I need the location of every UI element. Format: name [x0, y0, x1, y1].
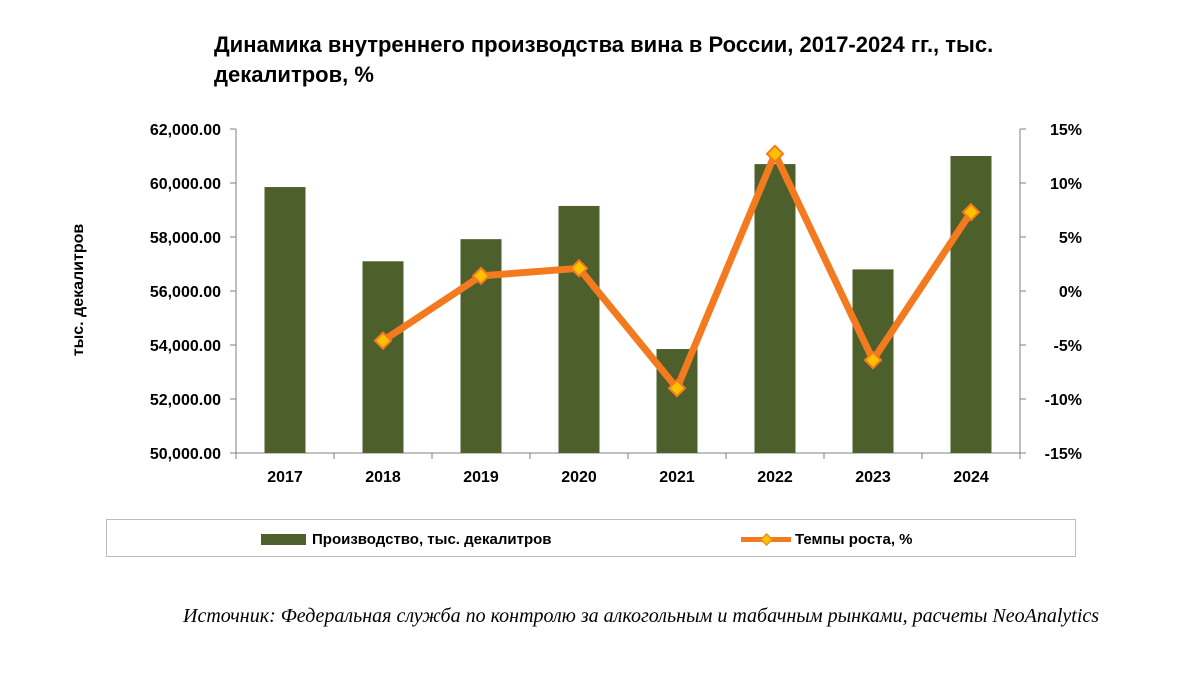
bar-2017: [264, 187, 306, 454]
bar-2024: [950, 156, 992, 453]
left-tick-label: 56,000.00: [150, 284, 221, 301]
bar-2022: [754, 164, 796, 453]
growth-point-2021: [667, 378, 687, 398]
left-tick-label: 52,000.00: [150, 392, 221, 409]
right-tick-label: 15%: [1050, 122, 1082, 139]
legend: Производство, тыс. декалитров Темпы рост…: [106, 519, 1076, 557]
x-tick-label: 2019: [463, 469, 499, 486]
legend-bar-swatch: [261, 533, 306, 545]
x-tick-label: 2022: [757, 469, 793, 486]
x-tick-label: 2018: [365, 469, 401, 486]
x-tick-label: 2023: [855, 469, 891, 486]
growth-point-2023: [863, 350, 883, 370]
x-tick-label: 2017: [267, 469, 303, 486]
bar-2018: [362, 261, 404, 453]
legend-item-growth: Темпы роста, %: [741, 520, 913, 558]
growth-point-2019: [471, 266, 491, 286]
bar-2021: [656, 349, 698, 453]
right-tick-label: 10%: [1050, 176, 1082, 193]
source-note: Источник: Федеральная служба по контролю…: [183, 605, 1100, 627]
right-tick-label: -5%: [1054, 338, 1082, 355]
left-tick-label: 62,000.00: [150, 122, 221, 139]
legend-item-production: Производство, тыс. декалитров: [261, 520, 552, 558]
axes: 50,000.00 52,000.00 54,000.00 56,000.00 58,0…: [150, 122, 1082, 486]
right-tick-label: -10%: [1045, 392, 1082, 409]
legend-label-production: Производство, тыс. декалитров: [312, 530, 552, 548]
x-tick-label: 2020: [561, 469, 597, 486]
growth-point-2024: [961, 202, 981, 222]
chart-title: Динамика внутреннего производства вина в…: [214, 32, 994, 87]
growth-point-2018: [373, 331, 393, 351]
growth-point-2022: [765, 144, 785, 164]
legend-line-swatch: [741, 532, 791, 546]
chart-plot: 50,000.00 52,000.00 54,000.00 56,000.00 58,0…: [150, 122, 1082, 486]
left-tick-label: 50,000.00: [150, 446, 221, 463]
legend-label-growth: Темпы роста, %: [795, 530, 913, 548]
left-tick-label: 58,000.00: [150, 230, 221, 247]
growth-point-2020: [569, 258, 589, 278]
left-tick-label: 54,000.00: [150, 338, 221, 355]
x-tick-label: 2021: [659, 469, 695, 486]
x-tick-label: 2024: [953, 469, 989, 486]
left-tick-label: 60,000.00: [150, 176, 221, 193]
right-tick-label: 5%: [1059, 230, 1082, 247]
right-tick-label: -15%: [1045, 446, 1082, 463]
right-tick-label: 0%: [1059, 284, 1082, 301]
growth-line: [373, 144, 981, 398]
bars: [264, 156, 992, 454]
bar-2020: [558, 205, 600, 453]
